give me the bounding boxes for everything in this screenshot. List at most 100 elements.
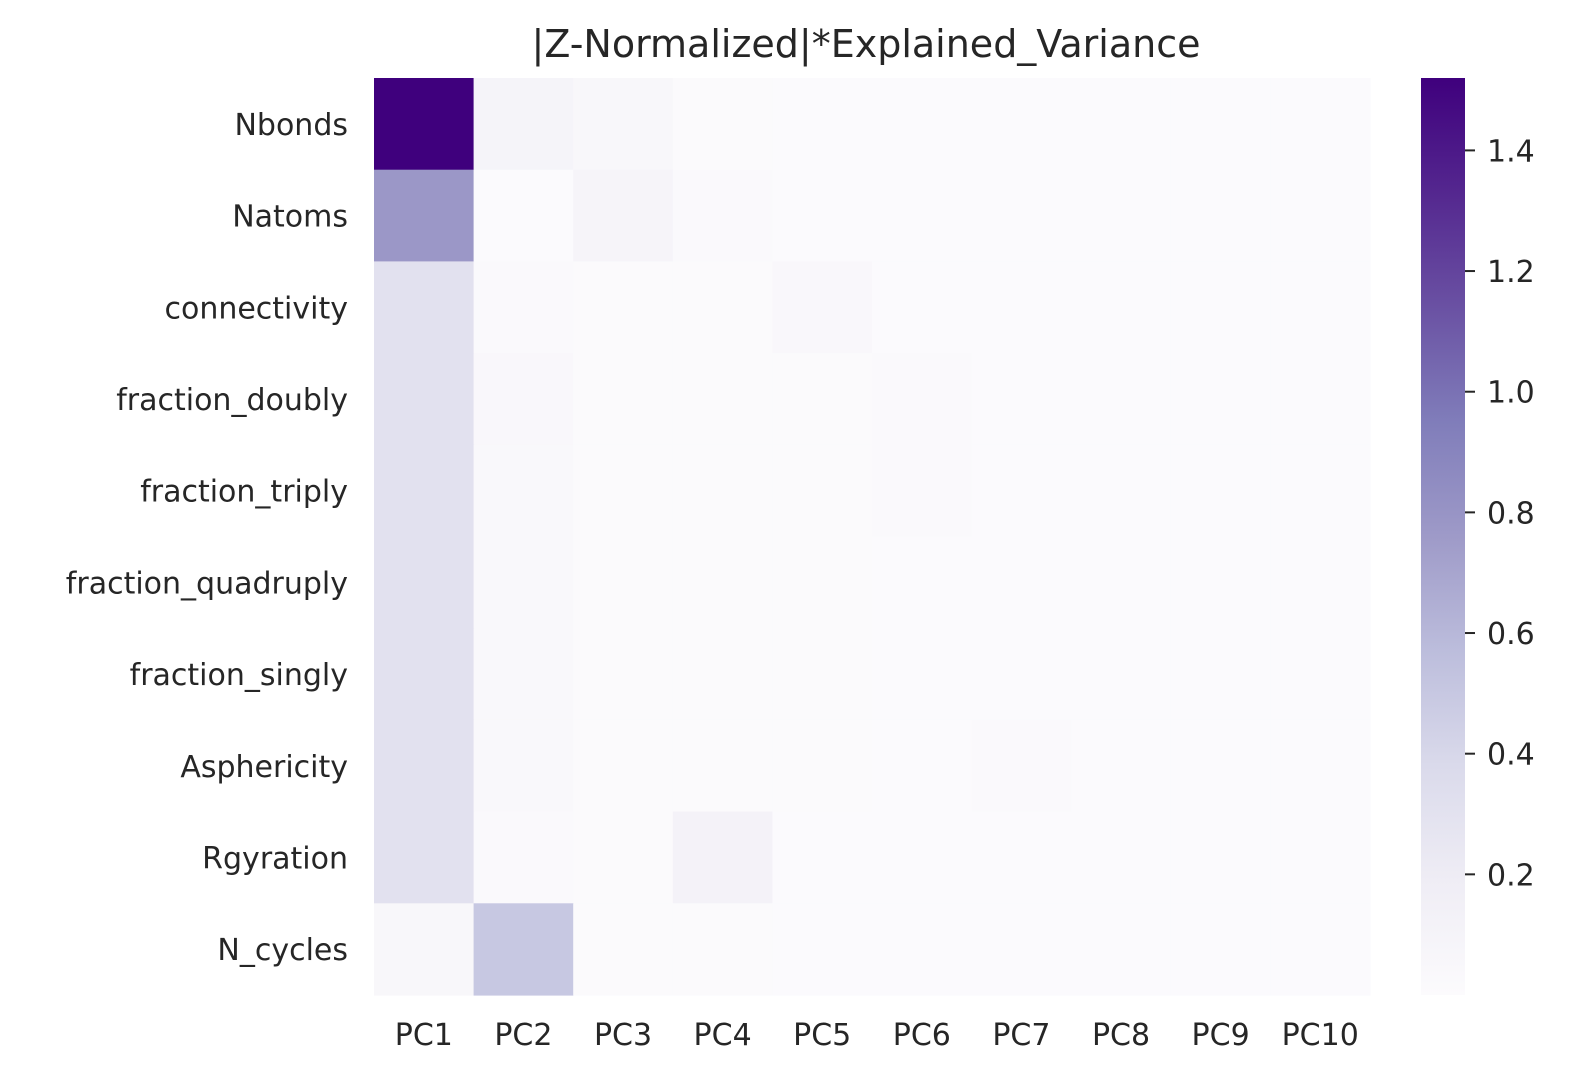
heatmap-cell-fraction_triply-PC5: [772, 444, 873, 538]
colorbar: [1421, 78, 1465, 995]
column-label: PC7: [992, 1018, 1050, 1053]
colorbar-tick-label: 0.4: [1487, 738, 1535, 773]
colorbar-tick-label: 0.6: [1487, 617, 1535, 652]
heatmap-cell-fraction_singly-PC9: [1170, 628, 1271, 721]
heatmap-cell-fraction_singly-PC7: [971, 628, 1072, 721]
heatmap-cell-fraction_triply-PC1: [374, 444, 475, 538]
heatmap-cell-fraction_singly-PC8: [1071, 628, 1172, 721]
column-label: PC10: [1282, 1018, 1359, 1053]
heatmap-cell-Asphericity-PC8: [1071, 719, 1172, 813]
heatmap-cell-Rgyration-PC2: [473, 811, 574, 904]
column-labels: PC1 PC2 PC3 PC4 PC5 PC6 PC7 PC8 PC9 PC10: [395, 1018, 1359, 1053]
heatmap-cell-fraction_singly-PC1: [374, 628, 475, 721]
heatmap-cell-fraction_triply-PC4: [672, 444, 773, 538]
heatmap-cell-connectivity-PC1: [374, 261, 475, 354]
column-label: PC4: [694, 1018, 752, 1053]
heatmap-cell-fraction_quadruply-PC9: [1170, 536, 1271, 629]
chart-title: |Z-Normalized|*Explained_Variance: [532, 22, 1201, 67]
heatmap-cell-Asphericity-PC3: [573, 719, 674, 813]
heatmap-cell-fraction_doubly-PC10: [1270, 353, 1371, 446]
row-label: fraction_triply: [140, 475, 348, 510]
row-label: Nbonds: [234, 108, 348, 143]
heatmap-cell-fraction_doubly-PC9: [1170, 353, 1271, 446]
heatmap-cell-fraction_singly-PC4: [672, 628, 773, 721]
heatmap-cell-Natoms-PC7: [971, 169, 1072, 262]
heatmap-cell-Rgyration-PC5: [772, 811, 873, 904]
heatmap-cell-N_cycles-PC4: [672, 903, 773, 996]
heatmap-cell-Natoms-PC1: [374, 169, 475, 262]
heatmap-cell-Nbonds-PC7: [971, 78, 1072, 171]
heatmap-cell-Natoms-PC4: [672, 169, 773, 262]
colorbar-ticks: 0.2 0.4 0.6 0.8 1.0 1.2 1.4: [1465, 134, 1535, 893]
heatmap-cell-connectivity-PC7: [971, 261, 1072, 354]
heatmap-cell-N_cycles-PC9: [1170, 903, 1271, 996]
heatmap-cell-fraction_triply-PC3: [573, 444, 674, 538]
heatmap-cell-fraction_quadruply-PC3: [573, 536, 674, 629]
heatmap-cell-connectivity-PC8: [1071, 261, 1172, 354]
colorbar-tick-label: 1.2: [1487, 255, 1535, 290]
heatmap-cell-Asphericity-PC9: [1170, 719, 1271, 813]
heatmap-cell-Asphericity-PC4: [672, 719, 773, 813]
heatmap-cell-fraction_triply-PC7: [971, 444, 1072, 538]
heatmap-cell-Rgyration-PC7: [971, 811, 1072, 904]
heatmap-cell-Asphericity-PC10: [1270, 719, 1371, 813]
heatmap-cell-Natoms-PC9: [1170, 169, 1271, 262]
row-labels: Nbonds Natoms connectivity fraction_doublyf…: [66, 108, 348, 968]
heatmap-cell-N_cycles-PC7: [971, 903, 1072, 996]
column-label: PC3: [594, 1018, 652, 1053]
heatmap-cell-fraction_doubly-PC5: [772, 353, 873, 446]
row-label: connectivity: [164, 291, 348, 326]
heatmap-cell-fraction_singly-PC3: [573, 628, 674, 721]
heatmap-cell-fraction_quadruply-PC4: [672, 536, 773, 629]
heatmap-cell-connectivity-PC10: [1270, 261, 1371, 354]
heatmap-cell-fraction_triply-PC2: [473, 444, 574, 538]
heatmap-cell-Asphericity-PC7: [971, 719, 1072, 813]
heatmap-cell-fraction_doubly-PC4: [672, 353, 773, 446]
heatmap-cell-Asphericity-PC2: [473, 719, 574, 813]
heatmap-cell-Nbonds-PC2: [473, 78, 574, 171]
column-label: PC5: [793, 1018, 851, 1053]
heatmap-cell-fraction_quadruply-PC5: [772, 536, 873, 629]
heatmap-cell-fraction_quadruply-PC2: [473, 536, 574, 629]
heatmap-cell-N_cycles-PC8: [1071, 903, 1172, 996]
heatmap-cell-connectivity-PC4: [672, 261, 773, 354]
heatmap-cell-fraction_triply-PC6: [872, 444, 973, 538]
heatmap-cell-fraction_quadruply-PC10: [1270, 536, 1371, 629]
heatmap-cell-fraction_quadruply-PC7: [971, 536, 1072, 629]
row-label: Asphericity: [180, 750, 348, 785]
heatmap-cell-fraction_triply-PC10: [1270, 444, 1371, 538]
heatmap-cell-Rgyration-PC8: [1071, 811, 1172, 904]
heatmap-cell-fraction_triply-PC9: [1170, 444, 1271, 538]
colorbar-tick-label: 0.8: [1487, 496, 1535, 531]
colorbar-tick-label: 0.2: [1487, 858, 1535, 893]
row-label: N_cycles: [217, 933, 348, 968]
heatmap-cell-fraction_triply-PC8: [1071, 444, 1172, 538]
heatmap-cell-N_cycles-PC6: [872, 903, 973, 996]
heatmap-cell-fraction_singly-PC2: [473, 628, 574, 721]
column-label: PC9: [1192, 1018, 1250, 1053]
heatmap-cell-fraction_singly-PC6: [872, 628, 973, 721]
heatmap-cell-Natoms-PC8: [1071, 169, 1172, 262]
heatmap-cell-Rgyration-PC6: [872, 811, 973, 904]
heatmap-cell-connectivity-PC2: [473, 261, 574, 354]
heatmap-cell-Rgyration-PC9: [1170, 811, 1271, 904]
heatmap-cell-connectivity-PC9: [1170, 261, 1271, 354]
column-label: PC8: [1092, 1018, 1150, 1053]
heatmap-cell-Nbonds-PC3: [573, 78, 674, 171]
heatmap-cell-N_cycles-PC1: [374, 903, 475, 996]
row-label: fraction_quadruply: [66, 566, 348, 601]
heatmap-cell-Rgyration-PC1: [374, 811, 475, 904]
heatmap-cell-Natoms-PC6: [872, 169, 973, 262]
row-label: Rgyration: [202, 841, 348, 876]
heatmap-cell-connectivity-PC6: [872, 261, 973, 354]
heatmap-cell-Nbonds-PC5: [772, 78, 873, 171]
heatmap-cell-fraction_quadruply-PC1: [374, 536, 475, 629]
heatmap-cell-fraction_doubly-PC3: [573, 353, 674, 446]
heatmap-cell-N_cycles-PC5: [772, 903, 873, 996]
heatmap-cell-Rgyration-PC3: [573, 811, 674, 904]
heatmap-cell-Natoms-PC10: [1270, 169, 1371, 262]
heatmap-cell-fraction_singly-PC10: [1270, 628, 1371, 721]
heatmap-cell-Nbonds-PC9: [1170, 78, 1271, 171]
heatmap-cell-Nbonds-PC10: [1270, 78, 1371, 171]
